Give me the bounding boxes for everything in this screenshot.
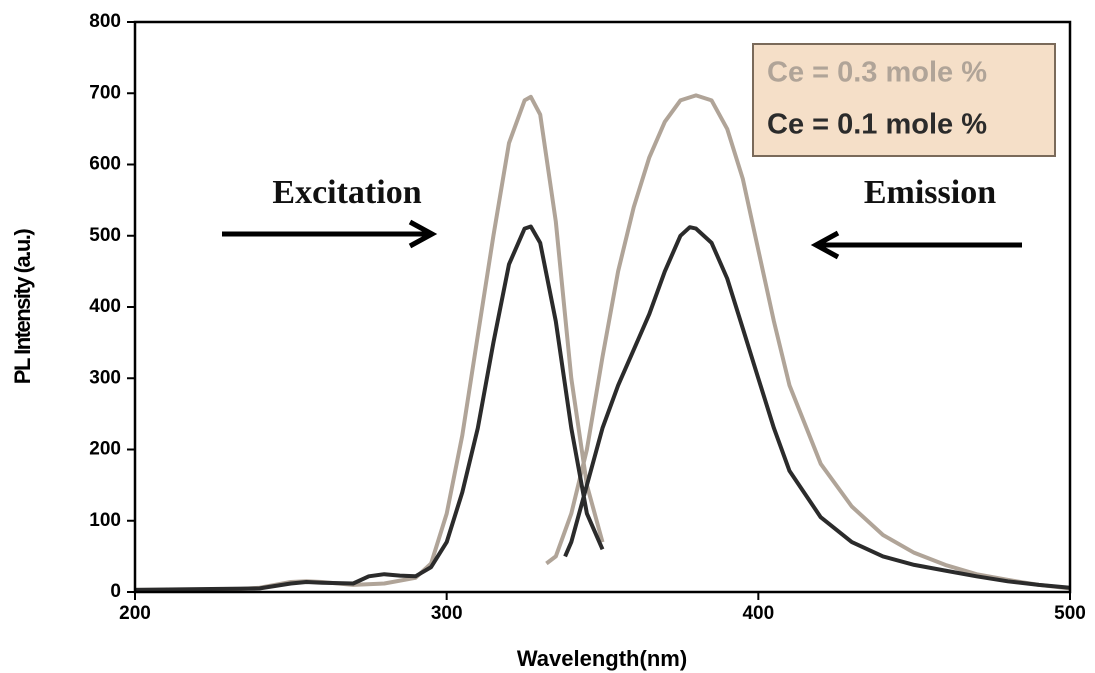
y-tick-label: 100 [89,510,121,531]
x-tick-label: 300 [431,603,463,624]
y-tick-label: 300 [89,367,121,388]
y-tick-label: 0 [110,581,121,602]
emission-label: Emission [864,174,996,211]
legend-entry: Ce = 0.1 mole % [767,109,987,141]
y-axis-label: PL Intensity (a.u.) [10,229,35,385]
series-line [135,93,1071,592]
series-line [134,224,1071,592]
y-tick-label: 700 [89,82,121,103]
excitation-label: Excitation [272,174,421,211]
excitation-arrowhead [408,219,438,249]
x-tick-label: 500 [1054,603,1086,624]
legend-entry: Ce = 0.3 mole % [767,57,987,89]
x-tick-label: 200 [119,603,151,624]
y-tick-label: 200 [89,439,121,460]
legend-box [752,43,1056,157]
arrows [222,219,1022,260]
y-tick-label: 400 [89,296,121,317]
emission-arrowhead [810,230,840,260]
y-tick-label: 500 [89,225,121,246]
x-tick-label: 400 [742,603,774,624]
y-tick-label: 600 [89,154,121,175]
plot-frame [133,20,1072,594]
y-tick-label: 800 [89,11,121,32]
x-axis-label: Wavelength(nm) [517,646,687,671]
